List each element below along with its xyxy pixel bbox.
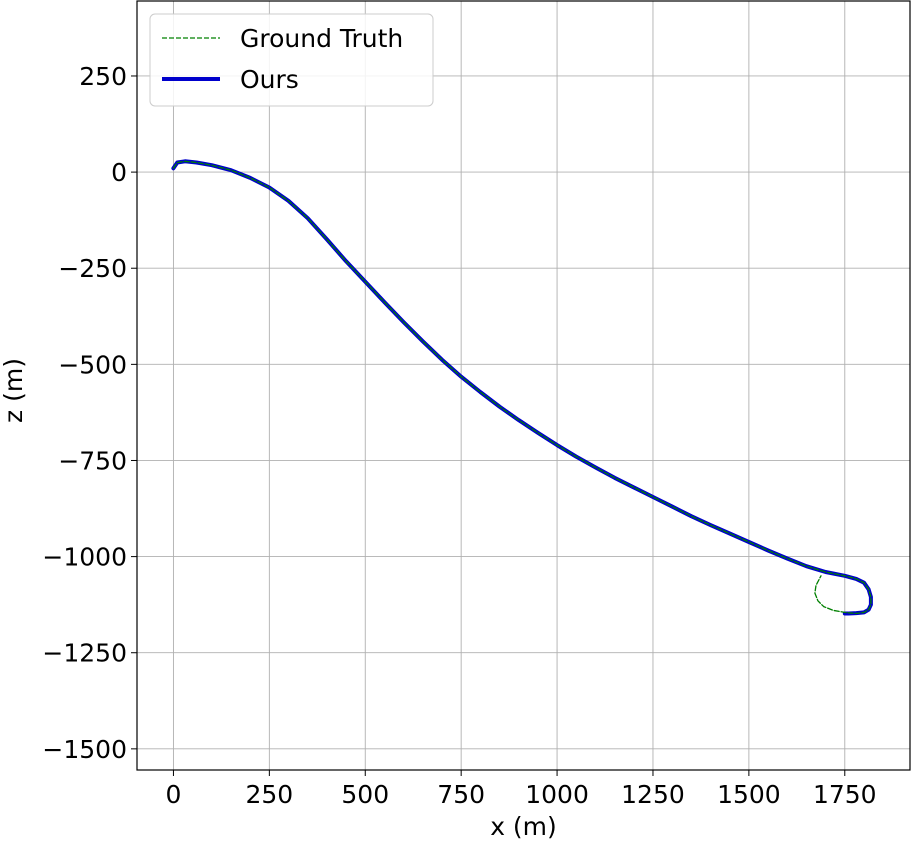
legend: Ground Truth Ours [149, 13, 434, 107]
y-tick-label: −250 [58, 254, 127, 283]
y-tick-label: −500 [58, 350, 127, 379]
y-tick-label: −1500 [42, 735, 127, 764]
y-tick-label: −750 [58, 446, 127, 475]
x-tick-label: 1250 [621, 780, 685, 809]
grid [137, 1, 910, 770]
series-line-ours [171, 159, 873, 616]
y-tick-label: −1250 [42, 639, 127, 668]
x-tick-label: 500 [341, 780, 389, 809]
y-tick-label: −1000 [42, 543, 127, 572]
y-tick-label: 0 [111, 158, 127, 187]
x-tick-label: 1000 [525, 780, 589, 809]
x-tick-label: 1750 [813, 780, 877, 809]
legend-box [149, 13, 434, 107]
ticks: 0 250 500 750 1000 1250 1500 1750 250 0 −250 −500 −7… [42, 62, 876, 809]
series-layer [171, 159, 873, 616]
plot-frame [136, 0, 911, 771]
x-tick-label: 250 [245, 780, 293, 809]
legend-label-ours: Ours [240, 65, 299, 94]
y-axis-label: z (m) [0, 358, 28, 423]
y-tick-label: 250 [79, 62, 127, 91]
x-tick-label: 1500 [717, 780, 781, 809]
series-line-ground-truth [172, 160, 872, 615]
legend-label-ground-truth: Ground Truth [240, 24, 403, 53]
x-axis-label: x (m) [490, 812, 557, 841]
x-tick-label: 750 [437, 780, 485, 809]
x-tick-label: 0 [165, 780, 181, 809]
